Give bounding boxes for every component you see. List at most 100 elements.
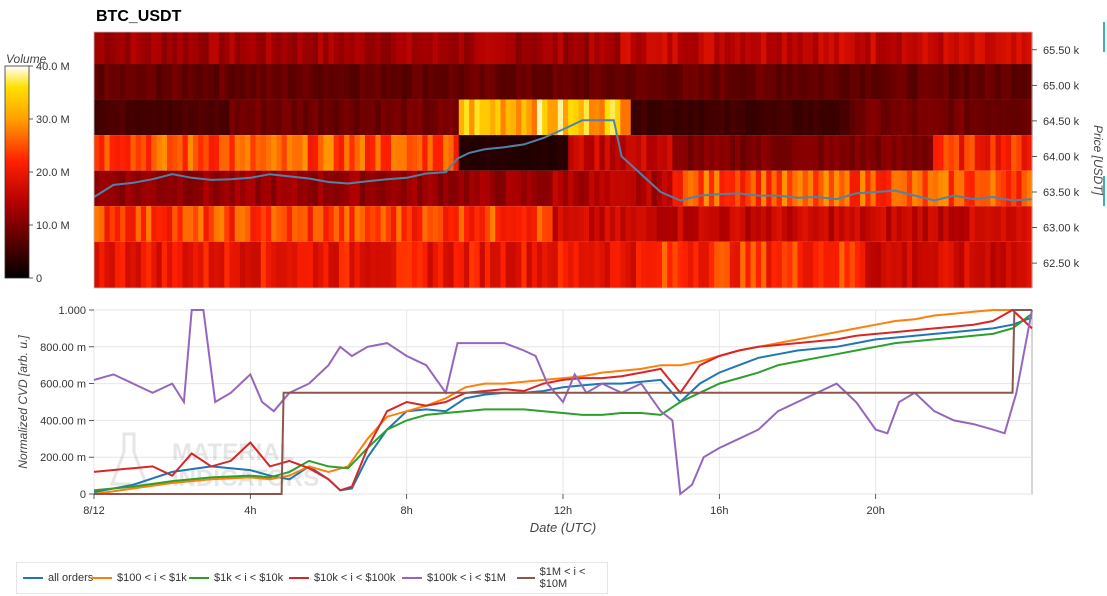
heatmap-cell <box>198 170 205 207</box>
heatmap-cell <box>94 32 100 64</box>
heatmap-cell <box>234 32 241 64</box>
heatmap-cell <box>166 32 173 64</box>
heatmap-cell <box>286 241 293 288</box>
heatmap-cell <box>995 32 1002 64</box>
heatmap-cell <box>880 241 887 288</box>
heatmap-cell <box>354 32 361 64</box>
heatmap-cell <box>766 135 773 171</box>
heatmap-cell <box>771 135 778 171</box>
heatmap-cell <box>1026 170 1033 207</box>
heatmap-cell <box>990 64 997 100</box>
heatmap-cell <box>370 241 376 288</box>
heatmap-cell <box>479 206 486 242</box>
edge-marker-top <box>1103 22 1105 52</box>
heatmap-cell <box>865 32 872 64</box>
heatmap-cell <box>792 206 799 242</box>
heatmap-cell <box>323 241 330 288</box>
heatmap-cell <box>380 99 387 136</box>
heatmap-cell <box>693 241 700 288</box>
heatmap-cell <box>333 135 340 171</box>
heatmap-cell <box>729 32 736 64</box>
heatmap-cell <box>854 241 861 288</box>
heatmap-cell <box>463 135 470 171</box>
x-tick-label: 8h <box>401 505 413 517</box>
heatmap-cell <box>344 64 350 100</box>
legend-item[interactable]: $1M < i < $10M <box>517 563 607 593</box>
heatmap-cell <box>161 241 168 288</box>
heatmap-cell <box>959 135 965 171</box>
heatmap-cell <box>870 135 877 171</box>
heatmap-cell <box>229 170 236 207</box>
heatmap-cell <box>589 64 595 100</box>
heatmap-cell <box>818 135 825 171</box>
heatmap-cell <box>391 32 397 64</box>
heatmap-cell <box>328 135 335 171</box>
heatmap-cell <box>662 241 668 288</box>
heatmap-cell <box>125 64 132 100</box>
heatmap-cell <box>130 206 137 242</box>
heatmap-cell <box>338 99 345 136</box>
legend-item[interactable]: $100k < i < $1M <box>402 563 506 593</box>
heatmap-cell <box>380 135 387 171</box>
heatmap-cell <box>860 64 866 100</box>
heatmap-cell <box>364 64 371 100</box>
heatmap-cell <box>599 64 606 100</box>
legend-label: $1k < i < $10k <box>214 572 284 584</box>
heatmap-cell <box>448 241 455 288</box>
heatmap-cell <box>286 99 293 136</box>
heatmap-cell <box>208 241 215 288</box>
heatmap-cell <box>292 135 298 171</box>
heatmap-cell <box>536 135 543 171</box>
heatmap-cell <box>938 135 945 171</box>
heatmap-cell <box>292 206 298 242</box>
heatmap-cell <box>437 64 444 100</box>
x-tick-label: 4h <box>244 505 256 517</box>
heatmap-cell <box>516 64 522 100</box>
heatmap-cell <box>708 206 715 242</box>
legend-item[interactable]: $10k < i < $100k <box>289 563 395 593</box>
heatmap-cell <box>172 241 178 288</box>
heatmap-cell <box>823 99 830 136</box>
heatmap-cell <box>979 241 986 288</box>
legend-item[interactable]: $1k < i < $10k <box>189 563 283 593</box>
heatmap-cell <box>114 241 121 288</box>
heatmap-cell <box>781 206 788 242</box>
heatmap-cell <box>563 64 569 100</box>
legend-item[interactable]: all orders <box>23 563 93 593</box>
heatmap-cell <box>776 32 783 64</box>
heatmap-cell <box>484 206 491 242</box>
heatmap-cell <box>333 241 340 288</box>
heatmap-cell <box>740 135 746 171</box>
heatmap-cell <box>302 206 309 242</box>
heatmap-cell <box>557 32 564 64</box>
heatmap-cell <box>667 32 674 64</box>
heatmap-cell <box>140 241 147 288</box>
heatmap-cell <box>474 241 481 288</box>
heatmap-cell <box>901 99 908 136</box>
heatmap-cell <box>1026 206 1033 242</box>
heatmap-cell <box>364 32 371 64</box>
heatmap-cell <box>177 170 184 207</box>
heatmap-cell <box>120 241 126 288</box>
heatmap-cell <box>969 135 976 171</box>
heatmap-cell <box>578 32 585 64</box>
heatmap-cell <box>474 99 481 136</box>
heatmap-cell <box>807 241 814 288</box>
heatmap-cell <box>172 170 178 207</box>
heatmap-cell <box>891 241 898 288</box>
heatmap-cell <box>458 64 465 100</box>
heatmap-cell <box>354 241 361 288</box>
heatmap-cell <box>787 206 793 242</box>
heatmap-cell <box>333 64 340 100</box>
heatmap-cell <box>995 241 1002 288</box>
legend-item[interactable]: $100 < i < $1k <box>92 563 187 593</box>
heatmap-cell <box>182 135 189 171</box>
heatmap-cell <box>526 170 533 207</box>
heatmap-cell <box>161 64 168 100</box>
heatmap-cell <box>766 170 773 207</box>
y-tick-label: 400.00 m <box>40 415 86 427</box>
heatmap-cell <box>1000 241 1007 288</box>
heatmap-cell <box>417 64 423 100</box>
heatmap-cell <box>542 64 548 100</box>
heatmap-cell <box>276 99 283 136</box>
